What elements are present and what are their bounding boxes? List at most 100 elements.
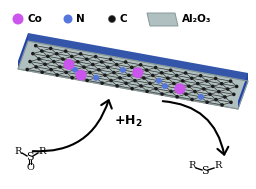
Circle shape bbox=[156, 78, 162, 84]
Circle shape bbox=[142, 76, 146, 80]
Text: R: R bbox=[214, 161, 222, 170]
Circle shape bbox=[94, 55, 98, 58]
Circle shape bbox=[34, 44, 37, 47]
Circle shape bbox=[214, 98, 218, 101]
Circle shape bbox=[190, 77, 194, 80]
Circle shape bbox=[85, 79, 89, 82]
Circle shape bbox=[132, 67, 143, 78]
Circle shape bbox=[85, 57, 89, 61]
Circle shape bbox=[76, 70, 87, 81]
FancyArrowPatch shape bbox=[163, 101, 228, 155]
Circle shape bbox=[63, 59, 74, 70]
Circle shape bbox=[63, 15, 72, 23]
Circle shape bbox=[46, 55, 50, 58]
Circle shape bbox=[175, 95, 179, 98]
Circle shape bbox=[174, 83, 185, 94]
Circle shape bbox=[97, 68, 101, 72]
Circle shape bbox=[226, 87, 230, 91]
Text: R: R bbox=[38, 146, 46, 156]
Circle shape bbox=[130, 87, 134, 90]
Circle shape bbox=[91, 63, 95, 66]
Circle shape bbox=[64, 49, 68, 53]
Text: R: R bbox=[14, 146, 22, 156]
Text: N: N bbox=[76, 14, 85, 24]
Circle shape bbox=[172, 82, 176, 85]
Circle shape bbox=[52, 60, 56, 64]
Circle shape bbox=[166, 76, 169, 80]
Circle shape bbox=[109, 15, 115, 22]
Circle shape bbox=[115, 63, 119, 67]
Circle shape bbox=[232, 93, 236, 96]
Polygon shape bbox=[18, 33, 28, 69]
Circle shape bbox=[214, 77, 217, 80]
FancyArrowPatch shape bbox=[33, 100, 112, 151]
Polygon shape bbox=[147, 13, 178, 26]
Text: S: S bbox=[201, 166, 209, 176]
Circle shape bbox=[124, 60, 127, 64]
Text: Co: Co bbox=[27, 14, 42, 24]
Circle shape bbox=[120, 67, 126, 73]
Circle shape bbox=[127, 74, 131, 77]
Circle shape bbox=[145, 89, 149, 93]
Polygon shape bbox=[18, 41, 248, 109]
Circle shape bbox=[112, 71, 116, 74]
Circle shape bbox=[235, 85, 239, 88]
Circle shape bbox=[160, 71, 164, 75]
Circle shape bbox=[154, 87, 158, 91]
Circle shape bbox=[193, 90, 197, 93]
Text: $\mathbf{+H_2}$: $\mathbf{+H_2}$ bbox=[114, 113, 142, 129]
Circle shape bbox=[154, 66, 157, 69]
Circle shape bbox=[148, 82, 152, 85]
Circle shape bbox=[223, 95, 227, 99]
Circle shape bbox=[202, 87, 206, 91]
Circle shape bbox=[93, 75, 99, 81]
Circle shape bbox=[40, 70, 44, 74]
Circle shape bbox=[100, 81, 104, 85]
Circle shape bbox=[37, 57, 41, 61]
Circle shape bbox=[109, 79, 113, 82]
Circle shape bbox=[175, 74, 178, 77]
Circle shape bbox=[184, 71, 187, 75]
Circle shape bbox=[82, 65, 86, 69]
Circle shape bbox=[43, 63, 47, 66]
Circle shape bbox=[79, 52, 82, 56]
Circle shape bbox=[49, 68, 53, 71]
Circle shape bbox=[55, 73, 59, 77]
Text: R: R bbox=[188, 161, 196, 170]
Circle shape bbox=[34, 65, 38, 69]
Circle shape bbox=[229, 101, 233, 104]
Circle shape bbox=[64, 70, 68, 74]
Circle shape bbox=[211, 84, 215, 88]
Circle shape bbox=[169, 68, 173, 72]
Polygon shape bbox=[238, 73, 248, 109]
Circle shape bbox=[70, 76, 74, 79]
Circle shape bbox=[205, 100, 209, 104]
Circle shape bbox=[205, 79, 208, 83]
Circle shape bbox=[13, 13, 24, 25]
Circle shape bbox=[118, 76, 122, 80]
Circle shape bbox=[145, 68, 148, 72]
Circle shape bbox=[40, 49, 44, 53]
Circle shape bbox=[130, 66, 134, 69]
Circle shape bbox=[208, 92, 212, 96]
Circle shape bbox=[187, 84, 191, 88]
Circle shape bbox=[25, 68, 29, 71]
Circle shape bbox=[58, 65, 62, 69]
Circle shape bbox=[151, 74, 155, 77]
Circle shape bbox=[190, 98, 194, 101]
Circle shape bbox=[133, 79, 137, 82]
Circle shape bbox=[139, 63, 142, 67]
Circle shape bbox=[49, 47, 52, 50]
Circle shape bbox=[124, 81, 128, 85]
Circle shape bbox=[184, 92, 188, 96]
Circle shape bbox=[109, 57, 112, 61]
Text: O: O bbox=[26, 163, 34, 171]
Circle shape bbox=[220, 103, 224, 107]
Circle shape bbox=[160, 92, 164, 96]
Circle shape bbox=[55, 52, 59, 56]
Circle shape bbox=[198, 94, 204, 100]
Circle shape bbox=[106, 65, 110, 69]
Circle shape bbox=[100, 60, 103, 64]
Circle shape bbox=[61, 57, 65, 61]
Circle shape bbox=[162, 83, 168, 89]
